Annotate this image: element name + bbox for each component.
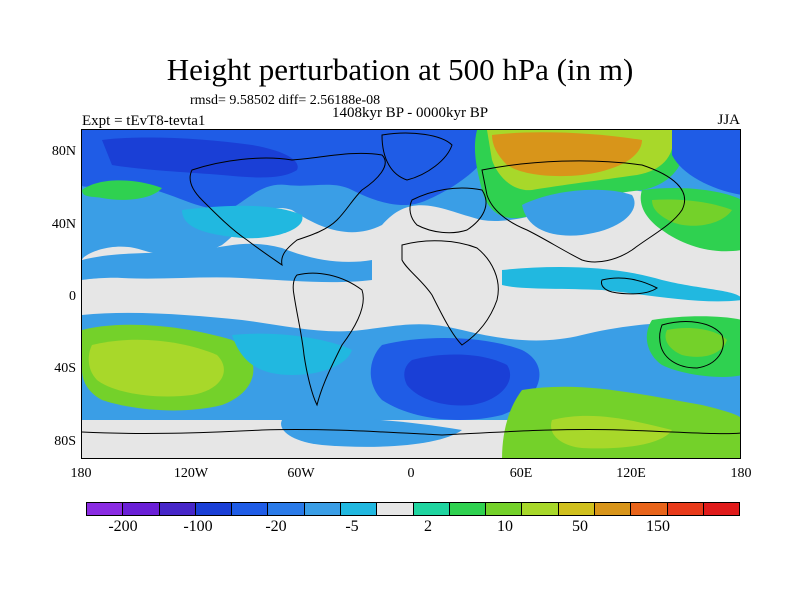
contour-light-blue-antarctic [281, 418, 462, 447]
coastline-north-america [189, 152, 386, 267]
period-subtitle: 1408kyr BP - 0000kyr BP [331, 105, 489, 121]
colorbar-swatch-3 [195, 503, 233, 515]
x-tick-label: 60W [287, 466, 315, 481]
colorbar-swatch-5 [268, 503, 305, 515]
colorbar-label: -5 [345, 518, 359, 535]
coastline-greenland [381, 132, 453, 181]
x-tick-label: 120E [616, 466, 646, 481]
contour-cyan-west [182, 205, 303, 239]
y-tick-label: 40N [51, 217, 76, 232]
contour-orange-eurasia [492, 132, 642, 177]
contour-green-arc [82, 180, 162, 200]
colorbar [86, 502, 740, 516]
y-tick-label: 0 [69, 289, 76, 304]
colorbar-swatch-9 [413, 503, 450, 515]
colorbar-label: -20 [265, 518, 287, 535]
colorbar-swatch-1 [123, 503, 160, 515]
x-tick-label: 60E [509, 466, 533, 481]
y-tick-label: 80N [51, 144, 76, 159]
stats-text: rmsd= 9.58502 diff= 2.56188e-08 [190, 93, 381, 108]
x-tick-label: 180 [730, 466, 752, 481]
contour-yellowgreen-south-pacific [88, 339, 224, 397]
x-tick-label: 180 [70, 466, 92, 481]
colorbar-label: 50 [572, 518, 588, 535]
coastline-antarctica [82, 428, 740, 436]
x-tick-label: 0 [407, 466, 415, 481]
coastline-maritime [601, 277, 658, 295]
colorbar-swatch-14 [594, 503, 632, 515]
colorbar-label: 10 [497, 518, 513, 535]
colorbar-label: -100 [183, 518, 213, 535]
contour-lime-pacific [652, 199, 732, 226]
colorbar-swatch-11 [486, 503, 523, 515]
contour-blue-tropics [82, 243, 372, 283]
colorbar-swatch-8 [377, 503, 414, 515]
colorbar-label: 2 [424, 518, 432, 535]
colorbar-swatch-6 [304, 503, 341, 515]
colorbar-swatch-15 [631, 503, 668, 515]
colorbar-swatch-16 [667, 503, 704, 515]
season-label: JJA [717, 112, 740, 128]
y-tick-label: 40S [54, 361, 76, 376]
contour-blue-eurasia [522, 189, 635, 236]
colorbar-label: 150 [646, 518, 670, 535]
colorbar-swatch-10 [449, 503, 487, 515]
colorbar-swatch-0 [87, 503, 124, 515]
colorbar-swatch-4 [232, 503, 269, 515]
coastline-south-america [292, 272, 364, 407]
colorbar-swatch-2 [159, 503, 196, 515]
contour-blue-ne [672, 130, 740, 195]
contour-lime-southern [551, 415, 672, 449]
coastline-europe [409, 187, 487, 234]
y-tick-label: 80S [54, 434, 76, 449]
contour-cyan-indian [502, 267, 740, 302]
colorbar-swatch-17 [703, 503, 740, 515]
contour-lime-australia [665, 328, 727, 357]
coastline-australia [659, 321, 724, 369]
contour-darkblue-south-atlantic [404, 354, 511, 406]
x-tick-label: 120W [173, 466, 209, 481]
coastlines [82, 132, 740, 436]
contour-cyan-south-pacific [232, 333, 352, 375]
field-contours [82, 130, 740, 458]
height-perturbation-map [82, 130, 740, 458]
chart-title: Height perturbation at 500 hPa (in m) [166, 52, 634, 87]
colorbar-swatch-12 [522, 503, 559, 515]
experiment-label: Expt = tEvT8-tevta1 [82, 113, 206, 129]
contour-dark-blue-north [102, 137, 298, 178]
coastline-asia [481, 160, 685, 263]
colorbar-swatch-7 [340, 503, 378, 515]
colorbar-label: -200 [108, 518, 138, 535]
colorbar-swatch-13 [558, 503, 595, 515]
coastline-africa [401, 240, 499, 346]
map-panel [81, 129, 741, 459]
